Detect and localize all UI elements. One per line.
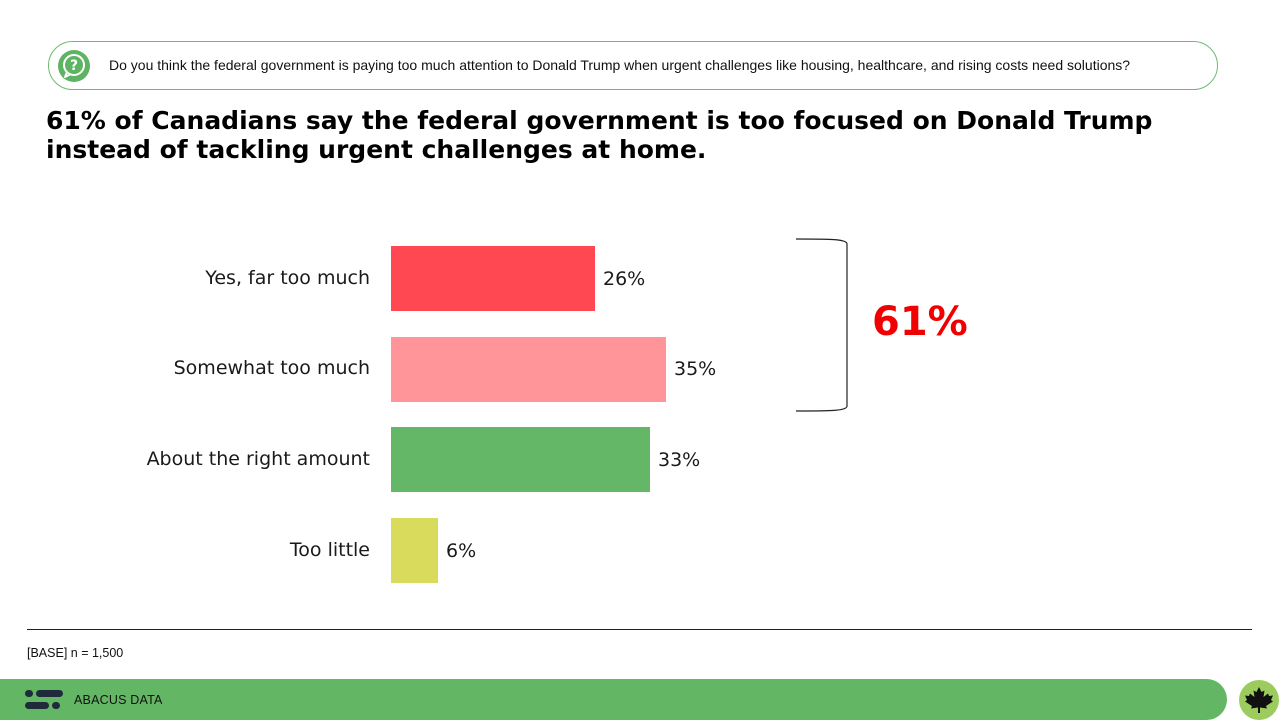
bar-label: Yes, far too much <box>205 267 370 289</box>
bar-value-label: 35% <box>674 358 717 380</box>
divider <box>27 629 1252 630</box>
brand-name: ABACUS DATA <box>74 693 163 707</box>
headline: 61% of Canadians say the federal governm… <box>46 106 1153 164</box>
bar <box>391 246 595 311</box>
question-text: Do you think the federal government is p… <box>109 57 1131 73</box>
bar <box>391 337 666 402</box>
bar <box>391 427 650 492</box>
bar-label: Somewhat too much <box>173 357 370 379</box>
abacus-logo-icon <box>25 690 63 709</box>
svg-text:?: ? <box>70 58 78 74</box>
bar <box>391 518 438 583</box>
footer-bar <box>0 679 1227 720</box>
base-note: [BASE] n = 1,500 <box>27 646 124 660</box>
bar-label: Too little <box>289 539 370 561</box>
bar-value-label: 26% <box>603 268 646 290</box>
maple-leaf-icon <box>1239 680 1279 720</box>
bar-value-label: 6% <box>446 540 477 562</box>
bracket <box>795 238 848 412</box>
question-bubble-icon: ? <box>58 50 90 82</box>
total-annotation: 61% <box>872 299 968 345</box>
question-box: ? Do you think the federal government is… <box>48 41 1218 90</box>
bar-value-label: 33% <box>658 449 701 471</box>
bar-label: About the right amount <box>146 448 370 470</box>
